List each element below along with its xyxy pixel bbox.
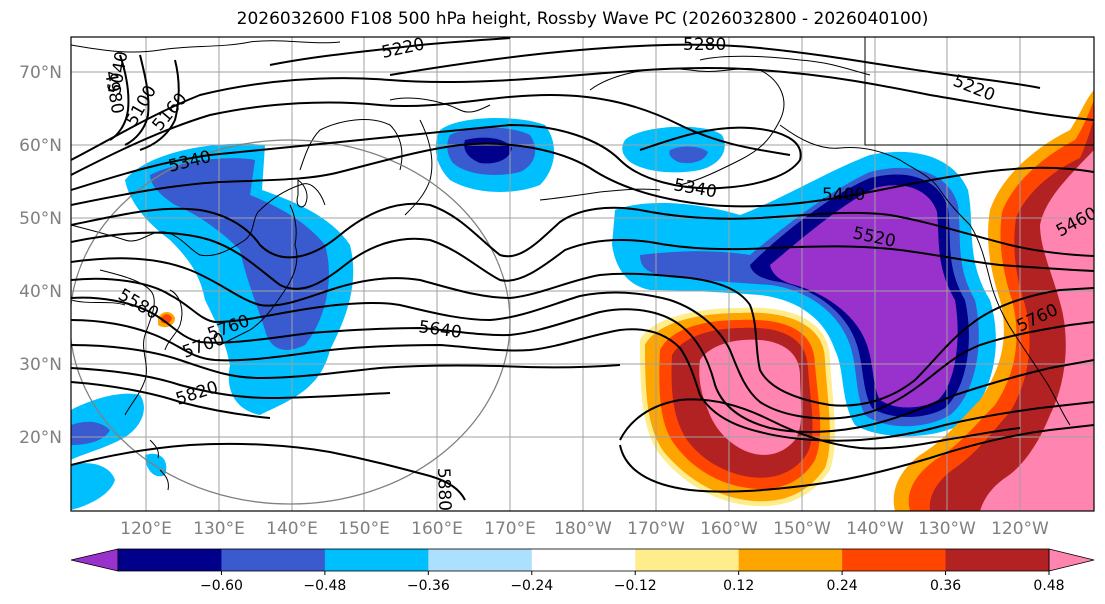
lon-label: 170°E [484, 519, 536, 539]
colorbar-tick-label: 0.48 [1033, 578, 1064, 594]
colorbar-box [945, 549, 1050, 571]
map-panel: 5220 5280 5220 4980 5040 5100 5160 5340 … [71, 35, 1094, 511]
colorbar-tick-label: −0.24 [510, 578, 553, 594]
lat-label-50n: 50°N [19, 209, 62, 229]
lat-label-20n: 20°N [19, 428, 62, 448]
reference-circle [71, 139, 511, 505]
lon-label: 140°E [266, 519, 318, 539]
lon-label: 150°W [773, 519, 831, 539]
colorbar-tick-label: −0.60 [200, 578, 243, 594]
contour-label: 5880 [433, 467, 454, 511]
graticule [71, 37, 1094, 511]
colorbar-box [428, 549, 533, 571]
colorbar-extend-high [1048, 548, 1095, 572]
lon-label: 170°W [627, 519, 685, 539]
anomaly-fill [71, 90, 1094, 511]
contour-label: 5280 [683, 35, 726, 55]
lat-label-40n: 40°N [19, 282, 62, 302]
colorbar-box [221, 549, 326, 571]
colorbar-tick-label: 0.12 [723, 578, 754, 594]
lat-label-60n: 60°N [19, 136, 62, 156]
lon-label: 180°W [554, 519, 612, 539]
longitude-axis: 120°E 130°E 140°E 150°E 160°E 170°E 180°… [120, 519, 1049, 539]
colorbar-box [118, 549, 222, 571]
lon-label: 120°E [120, 519, 172, 539]
map-title: 2026032600 F108 500 hPa height, Rossby W… [236, 9, 929, 29]
colorbar: −0.60 −0.48 −0.36 −0.24 −0.12 0.12 0.24 0.36 0.4… [70, 548, 1095, 594]
latitude-axis: 70°N 60°N 50°N 40°N 30°N 20°N [19, 63, 62, 448]
lon-label: 160°W [700, 519, 758, 539]
colorbar-tick-label: 0.24 [827, 578, 858, 594]
lon-label: 130°E [193, 519, 245, 539]
colorbar-tick-label: 0.36 [930, 578, 961, 594]
colorbar-tick-label: −0.48 [303, 578, 346, 594]
map-frame [70, 36, 1095, 512]
colorbar-tick-label: −0.12 [614, 578, 657, 594]
colorbar-box [324, 549, 429, 571]
lon-label: 130°W [918, 519, 976, 539]
colorbar-extend-low [70, 548, 119, 572]
height-contours [71, 37, 1094, 501]
lon-label: 160°E [411, 519, 463, 539]
lat-label-30n: 30°N [19, 355, 62, 375]
colorbar-box [738, 549, 843, 571]
colorbar-frame [117, 548, 1050, 572]
lon-label: 150°E [338, 519, 390, 539]
contour-label: 5400 [822, 185, 865, 205]
colorbar-box [635, 549, 740, 571]
colorbar-tick-label: −0.36 [407, 578, 450, 594]
colorbar-box [531, 549, 636, 571]
lon-label: 140°W [846, 519, 904, 539]
lon-label: 120°W [991, 519, 1049, 539]
colorbar-box [842, 549, 947, 571]
lat-label-70n: 70°N [19, 63, 62, 83]
